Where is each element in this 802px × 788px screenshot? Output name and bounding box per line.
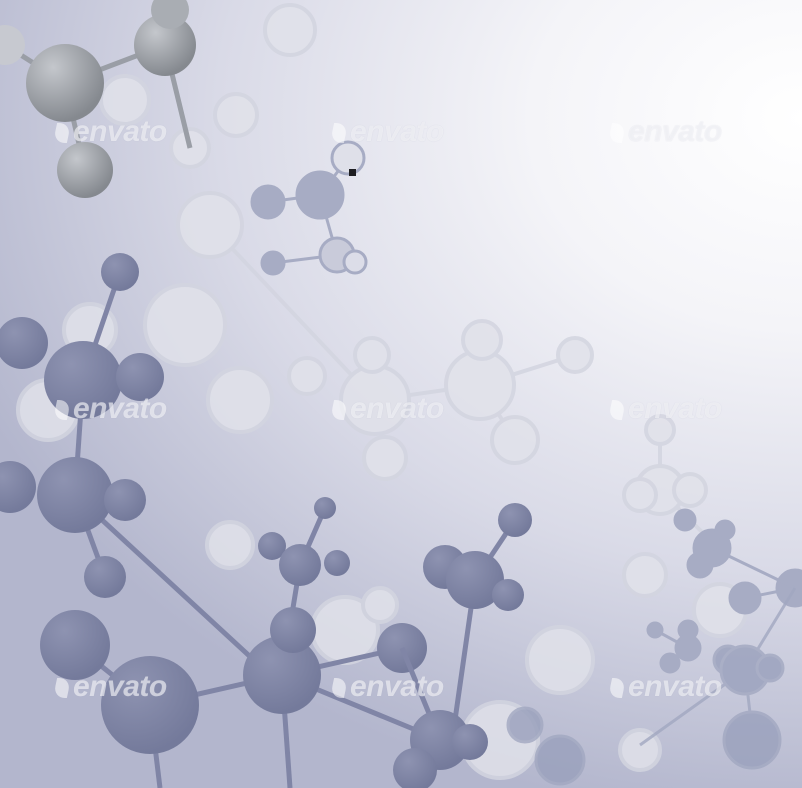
watermark: envato xyxy=(329,392,444,426)
faint-molecules xyxy=(16,3,748,780)
envato-leaf-icon xyxy=(52,400,72,420)
envato-leaf-icon xyxy=(52,123,72,143)
envato-leaf-icon xyxy=(52,678,72,698)
blue-molecules xyxy=(0,253,532,788)
watermark: envato xyxy=(52,392,167,426)
watermark: envato xyxy=(329,115,444,149)
envato-leaf-icon xyxy=(607,400,627,420)
envato-leaf-icon xyxy=(607,123,627,143)
watermark: envato xyxy=(607,115,722,149)
gray-molecules xyxy=(0,0,196,198)
envato-leaf-icon xyxy=(329,400,349,420)
envato-leaf-icon xyxy=(607,678,627,698)
mid-molecules xyxy=(250,140,802,674)
envato-leaf-icon xyxy=(329,123,349,143)
watermark: envato xyxy=(52,670,167,704)
watermark: envato xyxy=(52,115,167,149)
pale-molecules xyxy=(506,587,797,786)
cursor-dot xyxy=(349,169,356,176)
watermark: envato xyxy=(607,392,722,426)
watermark: envato xyxy=(329,670,444,704)
envato-leaf-icon xyxy=(329,678,349,698)
watermark: envato xyxy=(607,670,722,704)
